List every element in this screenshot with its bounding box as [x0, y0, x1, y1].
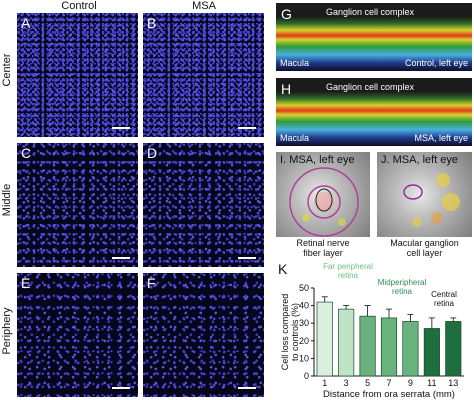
fundus-j-caption: Macular ganglion cell layer: [377, 238, 472, 258]
micrograph-b: B: [143, 13, 264, 137]
panel-label-c: C: [21, 145, 32, 161]
scale-bar: [112, 127, 130, 129]
panel-label-j: J.: [381, 154, 390, 166]
x-tick-label-11: 11: [427, 378, 436, 388]
annotation-line1-1: Midperipheral: [378, 278, 427, 287]
y-axis-label: Cell loss comparedto controls (%): [280, 294, 300, 371]
annotation-line2-2: retina: [434, 299, 455, 308]
oct-scan-g: G Ganglion cell complex Macula Control, …: [276, 3, 472, 71]
oct-label-ganglion-g: Ganglion cell complex: [326, 7, 415, 17]
oct-label-eye-h: MSA, left eye: [414, 133, 468, 143]
scale-bar: [238, 127, 256, 129]
fundus-i-title: MSA, left eye: [289, 154, 355, 166]
bar-7: [380, 317, 398, 377]
scale-bar: [112, 387, 130, 389]
scale-bar: [112, 257, 130, 259]
x-tick-label-9: 9: [408, 378, 413, 388]
bar-5: [359, 315, 376, 377]
annotation-line2-1: retina: [392, 287, 413, 296]
panel-label-i: I.: [280, 154, 287, 166]
fundus-i-caption-line2: fiber layer: [303, 248, 343, 258]
panel-label-k: K: [278, 261, 288, 277]
bar-1: [316, 301, 333, 377]
panel-label-b: B: [147, 15, 157, 31]
x-tick-label-7: 7: [386, 378, 391, 388]
y-tick-label: 10: [299, 353, 309, 363]
bar-9: [402, 321, 419, 377]
panel-label-d: D: [147, 145, 158, 161]
scale-bar: [238, 387, 256, 389]
micrograph-e: E: [17, 273, 138, 397]
fundus-i-caption: Retinal nerve fiber layer: [276, 238, 370, 258]
y-tick-label: 0: [304, 371, 309, 381]
y-tick-label: 50: [299, 283, 309, 293]
y-tick-label: 20: [299, 336, 309, 346]
oct-label-macula-h: Macula: [280, 133, 310, 143]
annotation-line1-0: Far peripheral: [323, 262, 373, 271]
x-axis-label: Distance from ora serrata (mm): [323, 389, 455, 400]
oct-label-eye-g: Control, left eye: [404, 58, 468, 68]
oct-label-ganglion-h: Ganglion cell complex: [326, 82, 415, 92]
panel-label-g: G: [281, 6, 292, 22]
x-tick-label-13: 13: [448, 378, 458, 388]
x-tick-label-5: 5: [365, 378, 370, 388]
fundus-image-i: I. MSA, left eye: [276, 152, 370, 237]
panel-label-a: A: [21, 15, 31, 31]
annotation-line1-2: Central: [431, 290, 457, 299]
fundus-j-caption-line2: cell layer: [406, 248, 443, 258]
x-tick-label-3: 3: [344, 378, 349, 388]
gcl-overlay: [403, 173, 460, 227]
y-tick-label: 40: [299, 301, 309, 311]
bar-13: [445, 321, 462, 377]
micrograph-a: A: [17, 13, 138, 137]
row-label-center: Center: [1, 53, 13, 87]
fundus-j-title: MSA, left eye: [392, 154, 459, 166]
bar-11: [423, 328, 440, 377]
x-tick-label-1: 1: [322, 378, 327, 388]
oct-scan-h: H Ganglion cell complex Macula MSA, left…: [276, 78, 472, 146]
bar-3: [338, 308, 355, 377]
annotation-line2-0: retina: [338, 271, 359, 280]
y-tick-label: 30: [299, 318, 309, 328]
fundus-i-caption-line1: Retinal nerve: [296, 238, 350, 248]
fundus-image-j: J. MSA, left eye: [377, 152, 472, 237]
column-label-msa: MSA: [192, 0, 216, 12]
row-label-periphery: Periphery: [1, 307, 13, 355]
y-axis-label-line1: Cell loss compared: [280, 294, 290, 371]
panel-label-f: F: [147, 275, 156, 291]
micrograph-f: F: [143, 273, 264, 397]
scale-bar: [238, 257, 256, 259]
panel-label-h: H: [281, 81, 292, 97]
fundus-j-caption-line1: Macular ganglion: [390, 238, 459, 248]
rnfl-overlay: [289, 167, 359, 237]
y-axis-label-line2: to controls (%): [290, 303, 300, 361]
micrograph-c: C: [17, 143, 138, 267]
micrograph-d: D: [143, 143, 264, 267]
row-label-middle: Middle: [1, 183, 13, 217]
panel-label-e: E: [21, 275, 31, 291]
column-label-control: Control: [61, 0, 97, 12]
oct-label-macula-g: Macula: [280, 58, 310, 68]
